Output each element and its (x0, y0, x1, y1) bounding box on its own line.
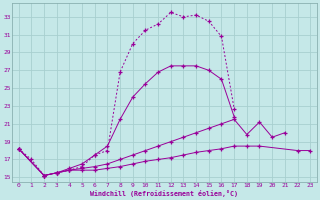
X-axis label: Windchill (Refroidissement éolien,°C): Windchill (Refroidissement éolien,°C) (91, 190, 238, 197)
